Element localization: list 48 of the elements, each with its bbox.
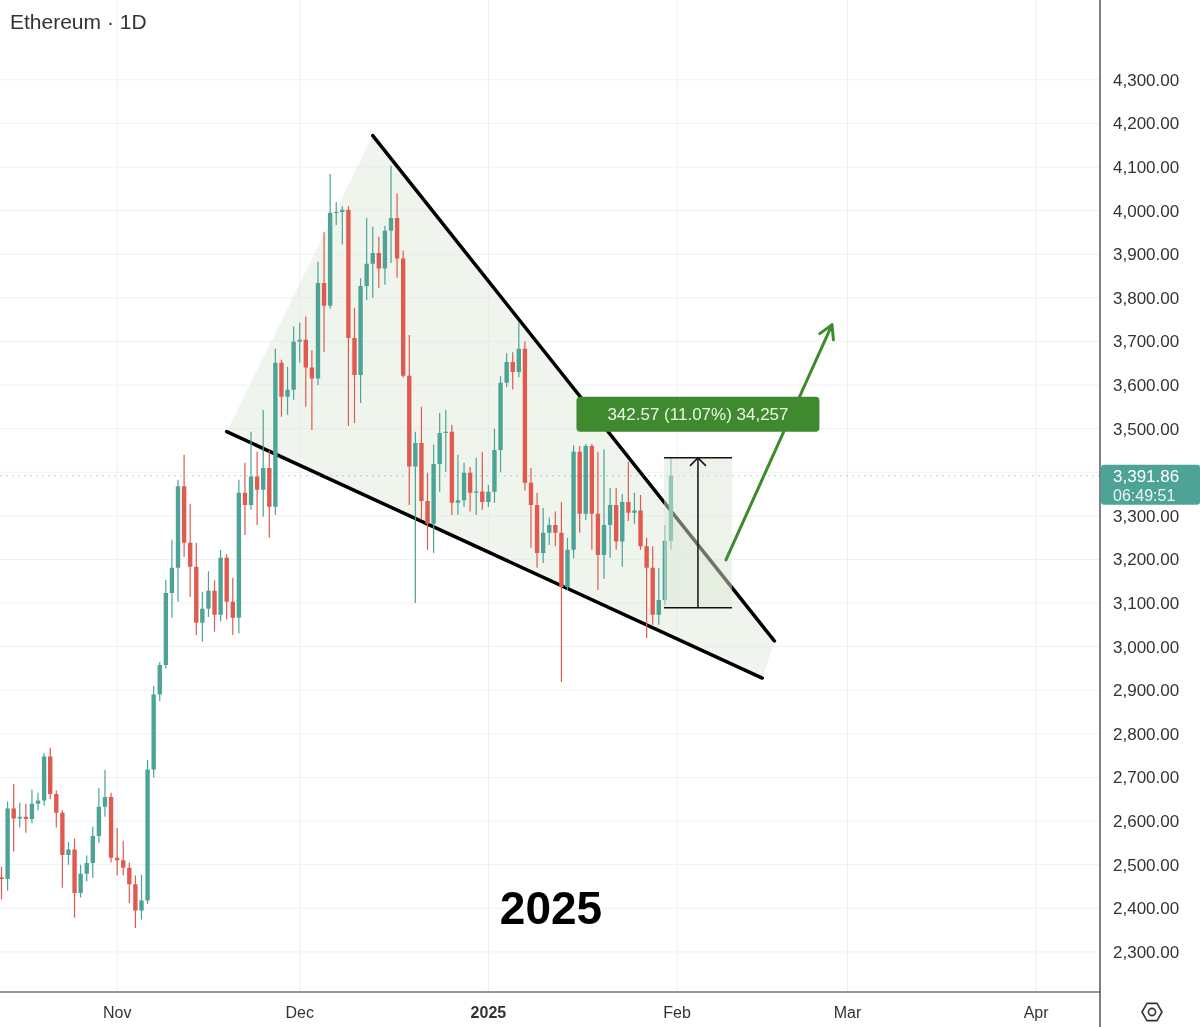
x-tick-label: Mar [833, 1003, 862, 1021]
candlestick [601, 449, 607, 580]
ref-line-label: 3,391.86 [1113, 466, 1180, 486]
text: Ethereum · 1D [10, 9, 147, 33]
x-tick-label: Apr [1023, 1003, 1050, 1021]
candlestick [102, 770, 108, 817]
y-tick-label: 4,200.00 [1113, 113, 1180, 133]
y-tick-label: 2,500.00 [1113, 855, 1180, 875]
y-tick-label: 3,300.00 [1113, 506, 1180, 526]
y-tick-label: 4,300.00 [1113, 70, 1180, 90]
x-tick-label: Feb [663, 1003, 691, 1021]
candlestick [0, 866, 4, 900]
x-tick-label: Dec [285, 1003, 314, 1021]
y-tick-label: 3,800.00 [1113, 288, 1180, 308]
candlestick [607, 487, 613, 558]
y-tick-label: 2,700.00 [1113, 767, 1180, 787]
y-tick-label: 3,500.00 [1113, 419, 1180, 439]
candlestick [321, 231, 327, 352]
y-tick-label: 3,000.00 [1113, 637, 1180, 657]
candlestick [29, 789, 35, 824]
x-tick-label: Nov [102, 1003, 132, 1021]
y-tick-label: 2,800.00 [1113, 724, 1180, 744]
candlestick [66, 842, 71, 865]
text: 06:49:51 [1113, 486, 1176, 504]
y-tick-label: 3,100.00 [1113, 593, 1180, 613]
candlestick [394, 193, 400, 278]
candlestick [169, 539, 175, 618]
y-tick-label: 2,400.00 [1113, 898, 1180, 918]
y-tick-label: 4,100.00 [1113, 157, 1180, 177]
annotation: 2025 [499, 882, 603, 934]
candlestick [5, 801, 10, 891]
y-tick-label: 3,700.00 [1113, 331, 1180, 351]
x-tick-label: 2025 [470, 1003, 507, 1021]
candlestick [248, 431, 254, 510]
y-tick-label: 2,600.00 [1113, 811, 1180, 831]
y-tick-label: 3,900.00 [1113, 244, 1180, 264]
candlestick [595, 451, 601, 590]
candlestick [242, 462, 248, 536]
y-tick-label: 2,300.00 [1113, 942, 1180, 962]
y-tick-label: 3,200.00 [1113, 549, 1180, 569]
y-tick-label: 3,600.00 [1113, 375, 1180, 395]
annotation: 342.57 (11.07%) 34,257 [607, 404, 789, 424]
candlestick [35, 792, 41, 811]
candlestick [388, 165, 394, 263]
candlestick [528, 467, 534, 548]
y-tick-label: 4,000.00 [1113, 201, 1180, 221]
y-tick-label: 2,900.00 [1113, 680, 1180, 700]
candlestick [455, 454, 461, 515]
